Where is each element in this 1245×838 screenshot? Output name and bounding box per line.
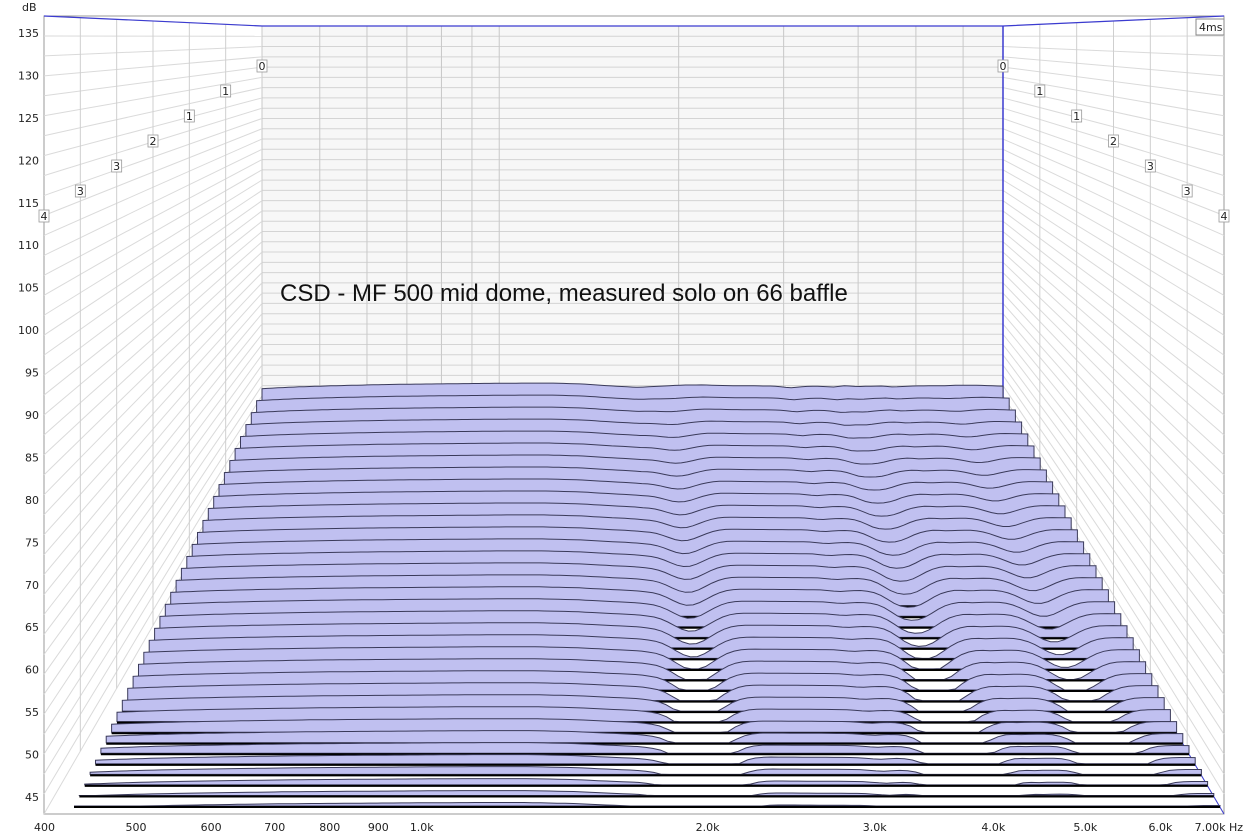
time-tick: 1 [183,109,195,123]
time-axis-ticks: 0 1 1 2 3 3 4 0 1 1 2 3 3 4 [38,59,1230,223]
time-tick: 0 [256,59,268,73]
x-tick-label: 400 [34,821,55,834]
x-tick-label: 600 [201,821,222,834]
time-tick: 4 [38,209,50,223]
y-tick-label: 110 [18,239,39,252]
y-tick-label: 75 [25,536,39,549]
y-tick-label: 105 [18,282,39,295]
x-tick-label: 2.0k [696,821,720,834]
decay-slice [105,730,1184,744]
x-tick-label: 3.0k [863,821,887,834]
time-tick-label: 3 [1184,185,1191,198]
y-tick-label: 55 [25,706,39,719]
decay-slice [84,778,1209,786]
y-tick-label: 115 [18,197,39,210]
time-tick-label: 3 [77,185,84,198]
y-tick-label: 60 [25,664,39,677]
time-tick: 3 [1181,184,1193,198]
time-label-box: 4ms [1195,18,1225,36]
y-tick-label: 100 [18,324,39,337]
time-label: 4ms [1199,21,1223,34]
time-tick-label: 0 [1000,60,1007,73]
decay-slice [78,790,1215,796]
time-tick-label: 1 [186,110,193,123]
y-axis-ticks: 135 130 125 120 115 110 105 100 95 90 85 80 75 70 65 60… [18,27,39,804]
decay-slice [116,706,1171,723]
time-tick: 2 [147,134,159,148]
y-tick-label: 70 [25,579,39,592]
y-tick-label: 45 [25,791,39,804]
time-tick-label: 0 [259,60,266,73]
y-tick-label: 50 [25,749,39,762]
time-tick: 3 [1144,159,1156,173]
time-tick-label: 1 [222,85,229,98]
decay-slice [111,718,1178,733]
time-tick: 1 [220,84,232,98]
time-tick: 1 [1034,84,1046,98]
time-tick: 2 [1108,134,1119,148]
x-tick-label: 4.0k [981,821,1005,834]
chart-title: CSD - MF 500 mid dome, measured solo on … [280,280,848,307]
time-tick-label: 1 [1073,110,1080,123]
time-tick-label: 3 [1147,160,1154,173]
y-tick-label: 135 [18,27,39,40]
time-tick: 0 [997,59,1009,73]
time-tick: 4 [1218,209,1230,223]
x-tick-label: 900 [368,821,389,834]
decay-slice [89,766,1202,775]
x-axis-ticks: 400 500 600 700 800 900 1.0k 2.0k 3.0k 4.0k 5.0k 6.… [34,821,1243,834]
x-tick-label: 800 [319,821,340,834]
decay-slice [100,742,1190,754]
y-tick-label: 130 [18,69,39,82]
time-tick-label: 2 [1110,135,1117,148]
x-tick-label: 500 [125,821,146,834]
y-tick-label: 90 [25,409,39,422]
time-tick: 3 [111,159,123,173]
time-tick-label: 3 [113,160,120,173]
y-tick-label: 125 [18,112,39,125]
back-grid [43,15,1225,815]
decay-slices [74,382,1221,808]
time-tick-label: 4 [1221,210,1228,223]
y-tick-label: 65 [25,621,39,634]
time-tick-label: 1 [1036,85,1043,98]
time-tick-label: 2 [150,135,157,148]
x-tick-label: 6.0k [1149,821,1173,834]
decay-slice [94,754,1196,765]
y-tick-label: 80 [25,494,39,507]
x-tick-label: 5.0k [1073,821,1097,834]
time-tick-label: 4 [41,210,48,223]
y-tick-label: 95 [25,367,39,380]
y-tick-label: 85 [25,451,39,464]
x-tick-label: 1.0k [410,821,434,834]
time-tick: 1 [1071,109,1083,123]
x-tick-label: 7.00k Hz [1195,821,1244,834]
top-blue-edge [43,15,1225,27]
y-tick-label: 120 [18,154,39,167]
y-axis-label: dB [22,1,37,14]
x-tick-label: 700 [264,821,285,834]
time-tick: 3 [74,184,86,198]
